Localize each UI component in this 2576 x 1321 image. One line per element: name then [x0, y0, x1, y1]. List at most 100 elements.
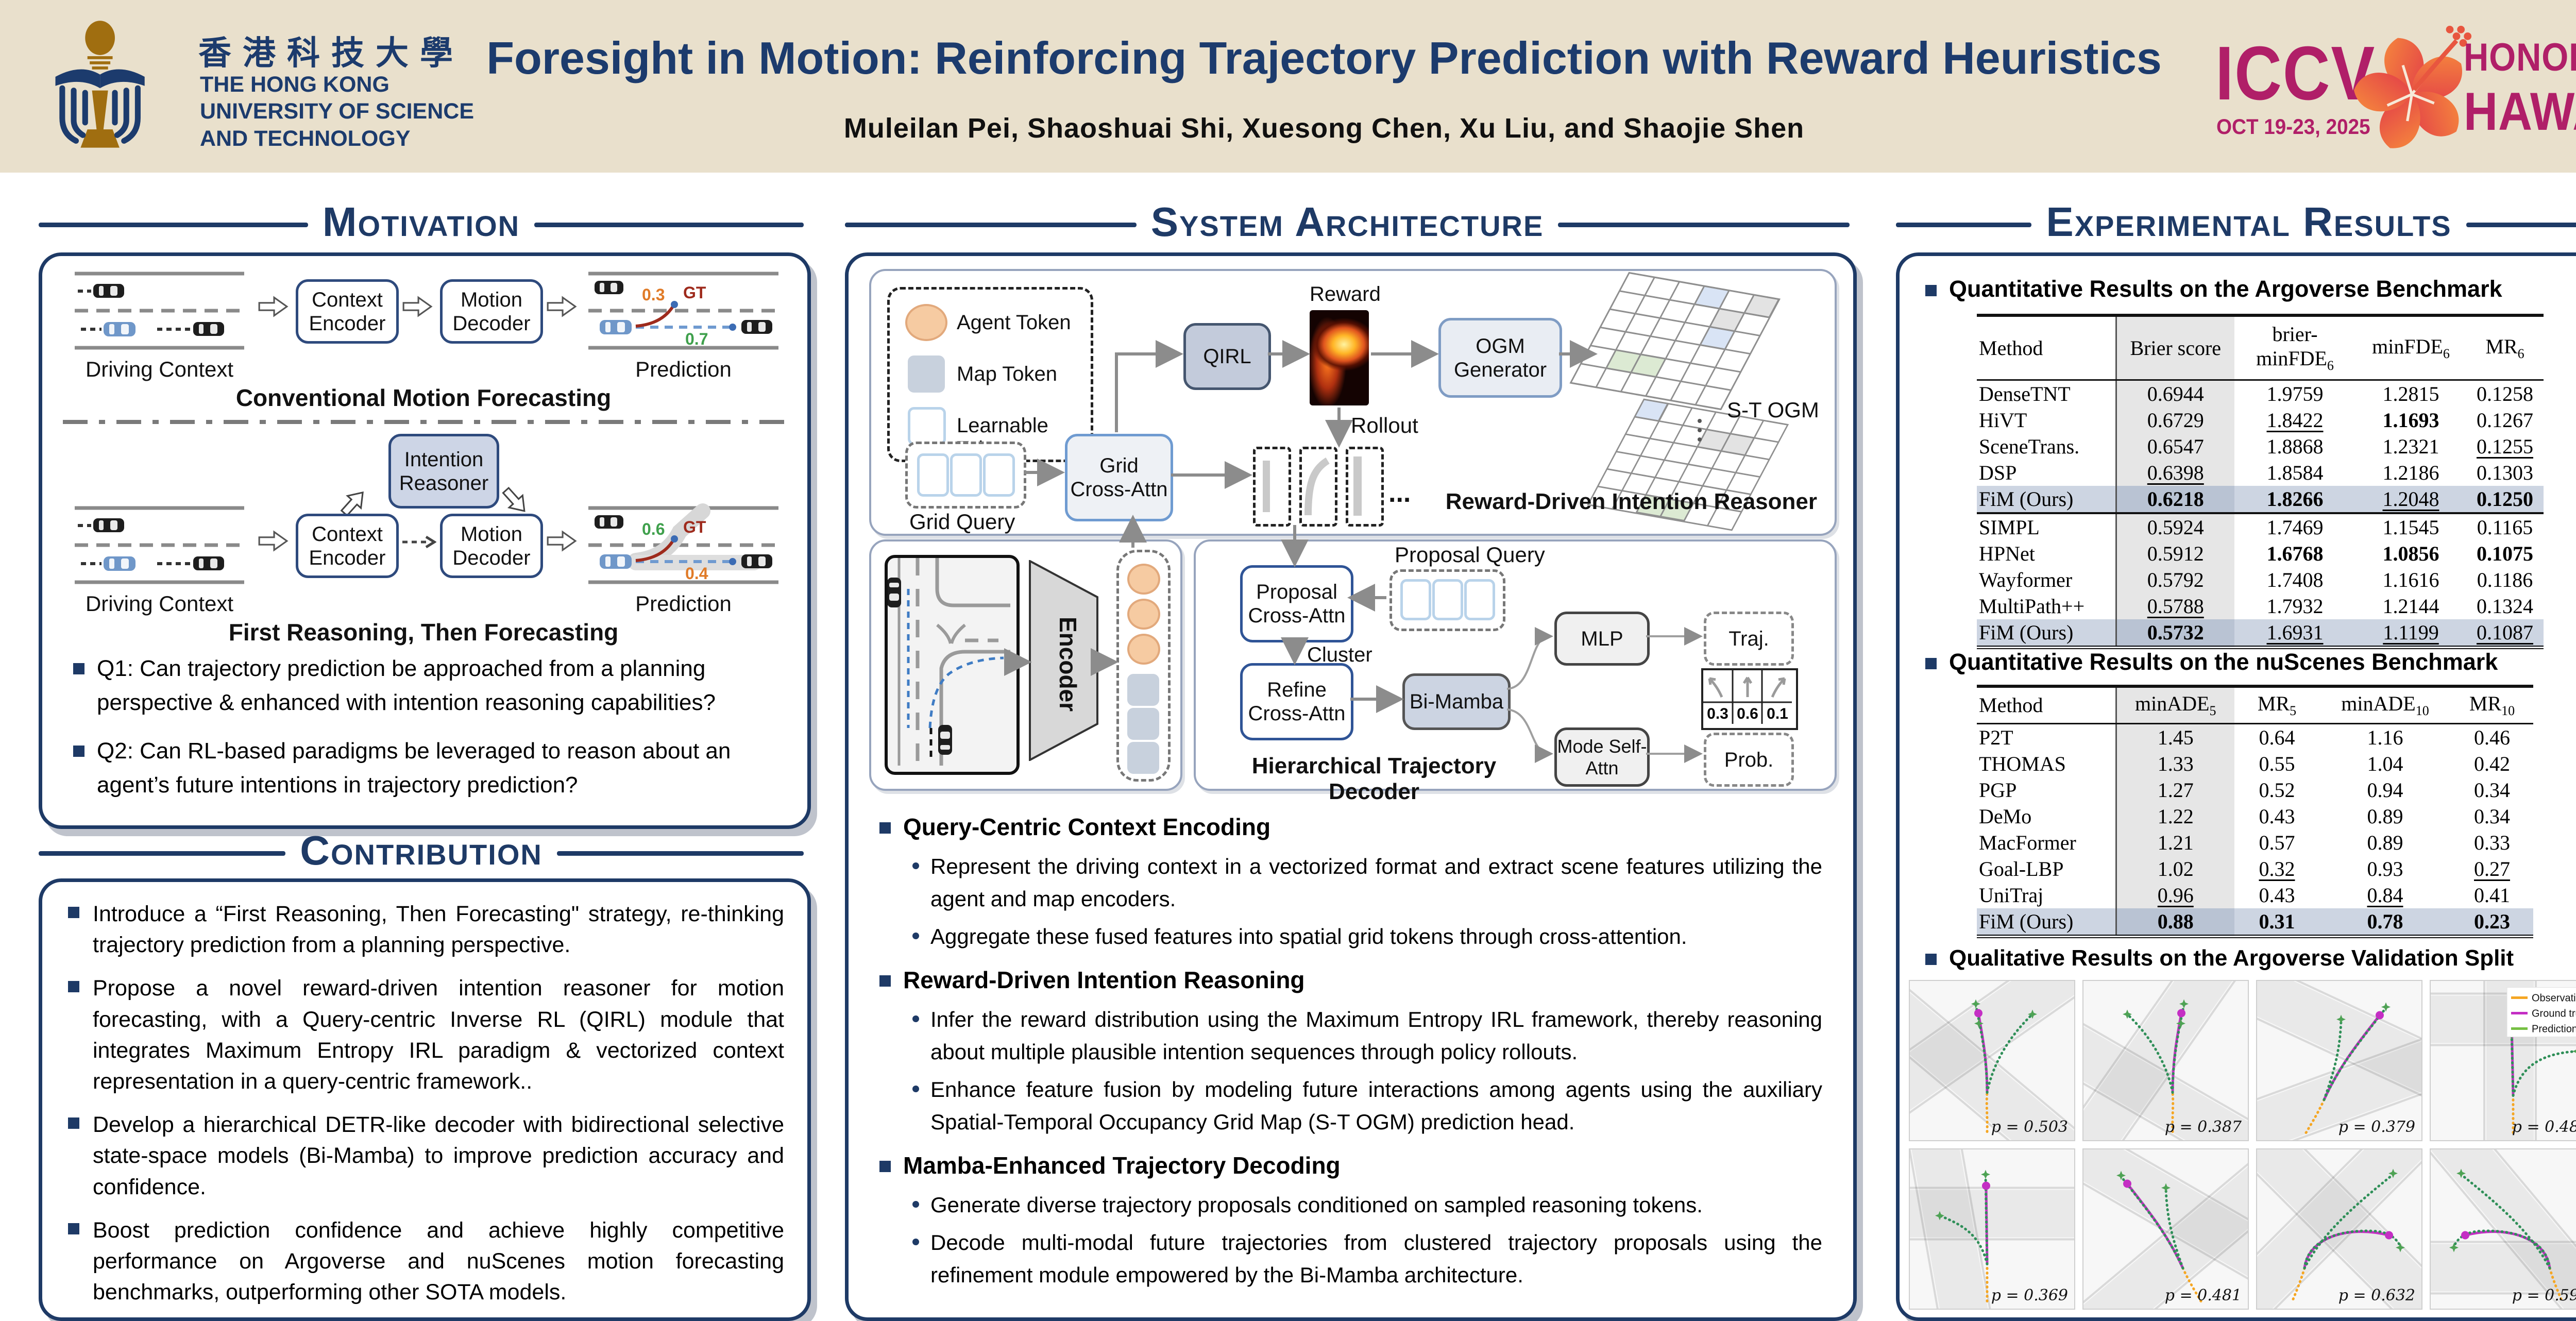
method-cell: SIMPL — [1977, 512, 2116, 540]
architecture-section-header: System Architecture — [845, 199, 1850, 245]
scene-token-column — [1116, 550, 1171, 782]
contribution-item: Boost prediction confidence and achieve … — [68, 1215, 784, 1308]
flow-arrow — [546, 293, 578, 323]
reward-reasoner-caption: Reward-Driven Intention Reasoner — [1445, 489, 1817, 514]
contribution-item: Develop a hierarchical DETR-like decoder… — [68, 1109, 784, 1203]
architecture-bullet-heading: Mamba-Enhanced Trajectory Decoding — [879, 1151, 1822, 1179]
iccv-logo-text: ICCV — [2215, 31, 2376, 116]
proposal-query-label: Proposal Query — [1395, 543, 1545, 567]
probability-label: p = 0.387 — [2164, 1118, 2242, 1136]
contribution-text: Boost prediction confidence and achieve … — [93, 1217, 784, 1305]
table-row: P2T 1.45 0.64 1.16 0.46 — [1977, 723, 2533, 751]
cluster-label: Cluster — [1307, 643, 1372, 666]
value-cell: 0.6547 — [2115, 433, 2234, 460]
bullet-icon — [68, 1223, 79, 1234]
value-cell: 0.57 — [2259, 831, 2295, 854]
bullet-icon — [68, 907, 79, 918]
column-header: Method — [1977, 314, 2116, 381]
trajectory-map — [1910, 981, 2074, 1140]
method-cell: Wayformer — [1979, 568, 2073, 591]
svg-text:GT: GT — [683, 283, 706, 302]
scene-sketch — [885, 555, 1020, 775]
value-cell: 0.84 — [2367, 883, 2403, 907]
value-cell: 0.96 — [2115, 882, 2234, 908]
bullet-icon — [1925, 285, 1937, 296]
value-cell: 0.33 — [2474, 831, 2510, 854]
contribution-title: Contribution — [300, 827, 543, 873]
value-cell: 0.43 — [2259, 804, 2295, 828]
value-cell: 0.88 — [2115, 908, 2234, 938]
value-cell: 1.1545 — [2355, 512, 2466, 540]
architecture-bullet-item: Represent the driving context in a vecto… — [912, 850, 1822, 915]
driving-context-scene-1 — [71, 266, 248, 354]
table-row: MacFormer 1.21 0.57 0.89 0.33 — [1977, 829, 2533, 856]
column-header: minFDE6 — [2355, 314, 2466, 381]
refine-cross-attn-box: Refine Cross-Attn — [1240, 663, 1353, 740]
rollout-sketch-2 — [1299, 447, 1337, 527]
contribution-text: Introduce a “First Reasoning, Then Forec… — [93, 902, 784, 958]
value-cell: 1.8266 — [2234, 485, 2355, 513]
contribution-item: Propose a novel reward-driven intention … — [68, 973, 784, 1097]
dot-bullet-icon — [912, 1239, 919, 1245]
value-cell: 1.2186 — [2382, 461, 2439, 484]
value-cell: 0.89 — [2367, 831, 2403, 854]
argoverse-table-wrap: Method Brier score brier-minFDE6 minFDE6 MR6… — [1977, 314, 2544, 649]
bullet-icon — [68, 1117, 79, 1129]
bi-mamba-box: Bi-Mamba — [1402, 673, 1511, 730]
value-cell: 0.27 — [2474, 857, 2510, 880]
svg-text:0.7: 0.7 — [685, 330, 708, 348]
value-cell: 1.7932 — [2266, 594, 2324, 618]
value-cell: 1.22 — [2115, 803, 2234, 829]
value-cell: 0.6944 — [2115, 380, 2234, 407]
motivation-title: Motivation — [322, 199, 520, 245]
value-cell: 0.46 — [2474, 725, 2510, 749]
iccv-state: HAWAII — [2464, 82, 2576, 142]
agent-token-icon — [905, 304, 947, 341]
trajectory-map — [2083, 1149, 2248, 1309]
dot-bullet-icon — [912, 1086, 919, 1092]
qualitative-panel: p = 0.379 — [2256, 980, 2422, 1141]
value-cell: 0.55 — [2259, 752, 2295, 775]
table-row: THOMAS 1.33 0.55 1.04 0.42 — [1977, 750, 2533, 777]
motion-decoder-box-2: Motion Decoder — [440, 514, 543, 578]
value-cell: 0.94 — [2367, 778, 2403, 802]
column-header: MR10 — [2451, 685, 2533, 724]
table-row: DenseTNT 0.6944 1.9759 1.2815 0.1258 — [1977, 380, 2544, 407]
table-row: Wayformer 0.5792 1.7408 1.1616 0.1186 — [1977, 566, 2544, 593]
architecture-bullet-item: Aggregate these fused features into spat… — [912, 920, 1822, 953]
hkust-english-name: THE HONG KONG UNIVERSITY OF SCIENCE AND … — [200, 72, 474, 151]
value-cell: 0.1087 — [2466, 619, 2544, 649]
qirl-box: QIRL — [1183, 323, 1271, 390]
column-header: MR5 — [2234, 685, 2319, 724]
probability-label: p = 0.369 — [1991, 1286, 2068, 1305]
value-cell: 0.6729 — [2115, 407, 2234, 433]
probability-label: p = 0.597 — [2512, 1286, 2576, 1305]
value-cell: 0.34 — [2474, 778, 2510, 802]
value-cell: 0.34 — [2474, 804, 2510, 828]
value-cell: 0.5912 — [2115, 540, 2234, 567]
grid-query-label: Grid Query — [909, 510, 1015, 534]
method-cell: P2T — [1979, 725, 2013, 749]
table-row: UniTraj 0.96 0.43 0.84 0.41 — [1977, 882, 2533, 908]
architecture-bullet-item: Enhance feature fusion by modeling futur… — [912, 1073, 1822, 1138]
value-cell: 1.8422 — [2266, 408, 2324, 432]
svg-text:0.3: 0.3 — [1707, 705, 1728, 722]
down-arrow — [493, 480, 536, 523]
legend-agent-label: Agent Token — [957, 311, 1071, 334]
method-cell: DSP — [1979, 461, 2017, 484]
divider — [63, 420, 784, 424]
value-cell: 0.1324 — [2477, 594, 2533, 618]
value-cell: 0.43 — [2259, 883, 2295, 907]
rollout-label: Rollout — [1351, 413, 1418, 437]
architecture-bullet-item: Infer the reward distribution using the … — [912, 1003, 1822, 1068]
bullet-icon — [73, 663, 84, 674]
value-cell: 0.89 — [2367, 804, 2403, 828]
probability-label: p = 0.503 — [1991, 1118, 2068, 1136]
value-cell: 1.16 — [2367, 725, 2403, 749]
hkust-logo — [45, 20, 184, 155]
argoverse-heading: Quantitative Results on the Argoverse Be… — [1925, 276, 2576, 302]
results-title: Experimental Results — [2046, 199, 2452, 245]
value-cell: 1.6931 — [2234, 619, 2355, 649]
nuscenes-heading: Quantitative Results on the nuScenes Ben… — [1925, 649, 2576, 675]
dashed-arrow — [400, 532, 437, 555]
